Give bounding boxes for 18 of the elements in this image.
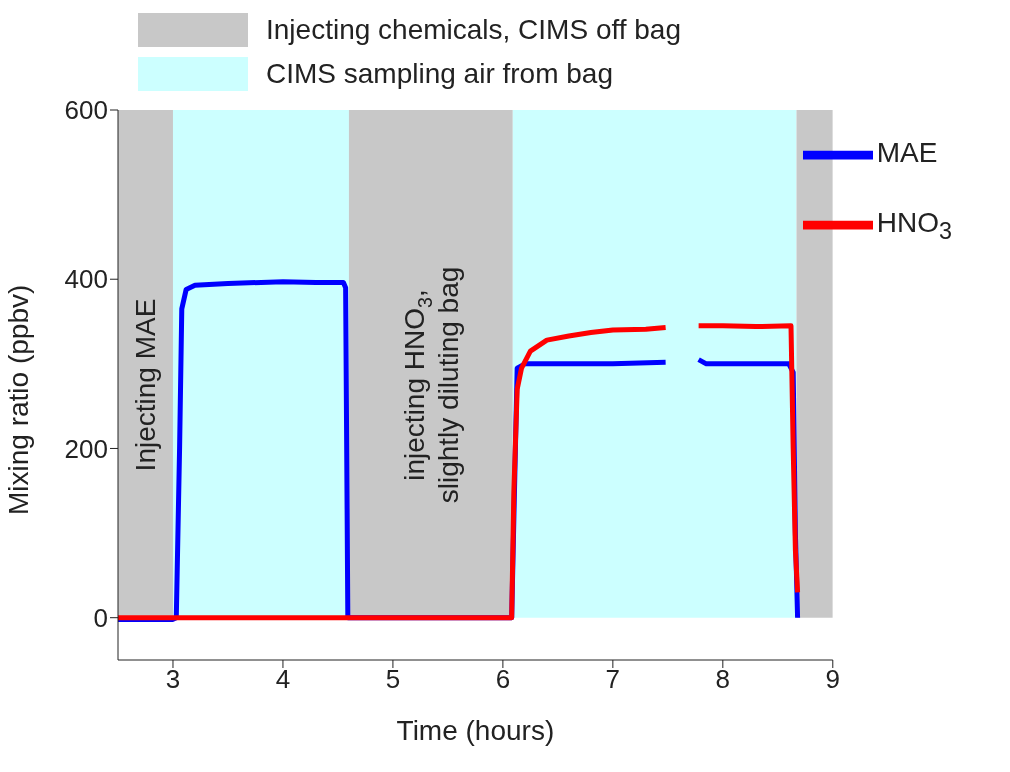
x-axis-title: Time (hours) — [396, 715, 555, 746]
legend-label: MAE — [876, 137, 938, 169]
legend-label: Injecting chemicals, CIMS off bag — [266, 14, 682, 46]
y-tick-label: 400 — [64, 264, 108, 295]
legend-label: CIMS sampling air from bag — [266, 58, 614, 90]
x-tick-label: 4 — [275, 664, 291, 695]
x-tick-label: 5 — [385, 664, 401, 695]
annotation: Injecting MAE — [129, 298, 161, 472]
y-tick-label: 0 — [93, 602, 108, 633]
legend-label: HNO$_{3}$ — [876, 207, 952, 244]
x-tick-label: 3 — [165, 664, 181, 695]
x-tick-label: 9 — [825, 664, 841, 695]
x-tick-label: 6 — [495, 664, 511, 695]
x-tick-label: 8 — [715, 664, 731, 695]
x-tick-label: 7 — [605, 664, 621, 695]
y-tick-label: 200 — [64, 433, 108, 464]
y-tick-label: 600 — [64, 95, 108, 126]
y-axis-title: Mixing ratio (ppbv) — [2, 284, 34, 515]
